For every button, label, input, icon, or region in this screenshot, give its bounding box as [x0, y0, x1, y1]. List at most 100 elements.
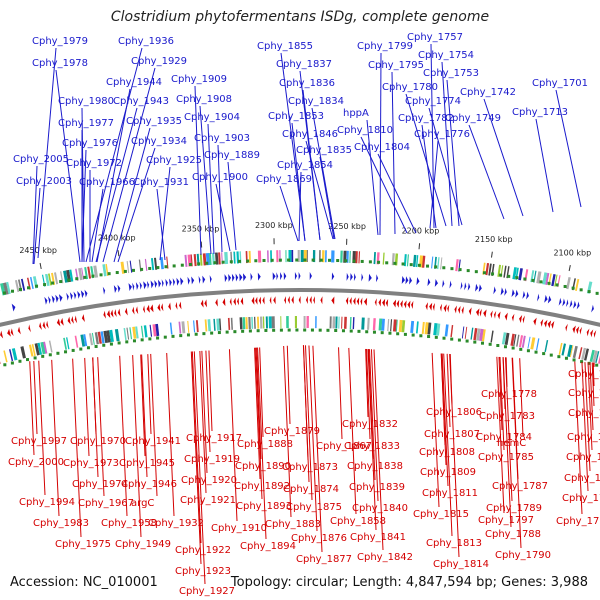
forward-gene-label[interactable]: Cphy_1977 [58, 118, 114, 129]
reverse-gene-label[interactable]: Cphy_1877 [296, 554, 352, 565]
forward-gene-label[interactable]: Cphy_1854 [277, 160, 333, 171]
forward-gene-label[interactable]: Cphy_1774 [405, 96, 461, 107]
forward-gene-label[interactable]: Cphy_1904 [184, 112, 240, 123]
forward-gene-label[interactable]: Cphy_1908 [176, 94, 232, 105]
reverse-gene-label[interactable]: Cphy_1787 [492, 481, 548, 492]
reverse-gene-label[interactable]: Cphy_1949 [115, 539, 171, 550]
forward-gene-label[interactable]: Cphy_1836 [279, 78, 335, 89]
forward-gene-label[interactable]: Cphy_1903 [194, 133, 250, 144]
reverse-gene-label[interactable]: Cphy_1789 [486, 503, 542, 514]
reverse-gene-label[interactable]: Cphy_1838 [347, 461, 403, 472]
forward-gene-label[interactable]: Cphy_1834 [288, 96, 344, 107]
reverse-gene-label[interactable]: Cphy_1785 [478, 452, 534, 463]
forward-gene-label[interactable]: Cphy_1804 [354, 142, 410, 153]
reverse-gene-label[interactable]: Cphy_1994 [19, 497, 75, 508]
reverse-gene-label[interactable]: Cphy_1876 [291, 533, 347, 544]
reverse-gene-label[interactable]: Cphy_1788 [485, 529, 541, 540]
reverse-gene-label[interactable]: Cphy_1919 [184, 454, 240, 465]
forward-gene-label[interactable]: Cphy_1978 [32, 58, 88, 69]
reverse-gene-label[interactable]: Cphy_1778 [481, 389, 537, 400]
forward-gene-label[interactable]: hppA [343, 108, 369, 119]
forward-gene-label[interactable]: Cphy_1943 [113, 96, 169, 107]
reverse-gene-label[interactable]: Cphy_1811 [422, 488, 478, 499]
reverse-gene-label[interactable]: Cphy_1970 [70, 436, 126, 447]
reverse-gene-label[interactable]: Cphy_1771 [556, 516, 600, 527]
reverse-gene-label[interactable]: Cphy_1888 [237, 439, 293, 450]
reverse-gene-label[interactable]: Cphy_1867 [316, 441, 372, 452]
forward-gene-label[interactable]: Cphy_1929 [131, 56, 187, 67]
reverse-gene-label[interactable]: Cphy_1832 [342, 419, 398, 430]
reverse-gene-label[interactable]: Cphy_1747 [568, 369, 600, 380]
reverse-gene-label[interactable]: Cphy_1765 [564, 473, 600, 484]
forward-gene-label[interactable]: Cphy_1799 [357, 41, 413, 52]
reverse-gene-label[interactable]: Cphy_1967 [78, 498, 134, 509]
reverse-gene-label[interactable]: Cphy_1807 [424, 429, 480, 440]
reverse-gene-label[interactable]: Cphy_1784 [476, 432, 532, 443]
reverse-gene-label[interactable]: Cphy_1892 [234, 481, 290, 492]
reverse-gene-label[interactable]: Cphy_1946 [121, 479, 177, 490]
reverse-gene-label[interactable]: Cphy_1806 [426, 407, 482, 418]
reverse-gene-label[interactable]: Cphy_1790 [495, 550, 551, 561]
forward-gene-label[interactable]: Cphy_1795 [368, 60, 424, 71]
reverse-gene-label[interactable]: Cphy_1973 [63, 458, 119, 469]
reverse-gene-label[interactable]: Cphy_2000 [8, 457, 64, 468]
reverse-gene-label[interactable]: Cphy_1893 [236, 501, 292, 512]
reverse-gene-label[interactable]: Cphy_1997 [11, 436, 67, 447]
reverse-gene-label[interactable]: Cphy_1813 [426, 538, 482, 549]
forward-gene-label[interactable]: Cphy_1853 [268, 111, 324, 122]
forward-gene-label[interactable]: Cphy_1900 [192, 172, 248, 183]
forward-gene-label[interactable]: Cphy_1944 [106, 77, 162, 88]
forward-gene-label[interactable]: Cphy_1713 [512, 107, 568, 118]
forward-gene-label[interactable]: Cphy_1980 [58, 96, 114, 107]
forward-gene-label[interactable]: Cphy_1889 [204, 150, 260, 161]
reverse-gene-label[interactable]: Cphy_1815 [413, 509, 469, 520]
reverse-gene-label[interactable]: Cphy_1958 [101, 518, 157, 529]
reverse-gene-label[interactable]: Cphy_1921 [180, 495, 236, 506]
reverse-gene-label[interactable]: Cphy_1941 [125, 436, 181, 447]
reverse-gene-label[interactable]: Cphy_1761 [566, 452, 600, 463]
reverse-gene-label[interactable]: Cphy_1922 [175, 545, 231, 556]
forward-gene-label[interactable]: Cphy_1931 [133, 177, 189, 188]
forward-gene-label[interactable]: Cphy_1972 [66, 158, 122, 169]
forward-gene-label[interactable]: Cphy_2005 [13, 154, 69, 165]
reverse-gene-label[interactable]: Cphy_1883 [265, 519, 321, 530]
reverse-gene-label[interactable]: Cphy_1751 [568, 408, 600, 419]
reverse-gene-label[interactable]: Cphy_1797 [478, 515, 534, 526]
forward-gene-label[interactable]: Cphy_1846 [282, 129, 338, 140]
forward-gene-label[interactable]: Cphy_1934 [131, 136, 187, 147]
forward-gene-label[interactable]: Cphy_1757 [407, 32, 463, 43]
forward-gene-label[interactable]: Cphy_1776 [414, 129, 470, 140]
forward-gene-label[interactable]: Cphy_1909 [171, 74, 227, 85]
forward-gene-label[interactable]: Cphy_1936 [118, 36, 174, 47]
reverse-gene-label[interactable]: Cphy_1894 [240, 541, 296, 552]
forward-gene-label[interactable]: Cphy_1742 [460, 87, 516, 98]
forward-gene-label[interactable]: Cphy_1855 [257, 41, 313, 52]
forward-gene-label[interactable]: Cphy_1935 [126, 116, 182, 127]
reverse-gene-label[interactable]: Cphy_1927 [179, 586, 235, 597]
reverse-gene-label[interactable]: Cphy_1910 [211, 523, 267, 534]
reverse-gene-label[interactable]: hemC [497, 438, 526, 449]
reverse-gene-label[interactable]: Cphy_1917 [186, 433, 242, 444]
reverse-gene-label[interactable]: Cphy_1920 [181, 475, 237, 486]
reverse-gene-label[interactable]: Cphy_1858 [330, 516, 386, 527]
reverse-gene-label[interactable]: Cphy_1873 [282, 462, 338, 473]
reverse-gene-label[interactable]: Cphy_1809 [420, 467, 476, 478]
forward-gene-label[interactable]: Cphy_1780 [382, 82, 438, 93]
reverse-gene-label[interactable]: Cphy_1879 [264, 426, 320, 437]
reverse-gene-label[interactable]: Cphy_1841 [350, 532, 406, 543]
forward-gene-label[interactable]: Cphy_1869 [256, 174, 312, 185]
forward-gene-label[interactable]: Cphy_1753 [423, 68, 479, 79]
forward-gene-label[interactable]: Cphy_1754 [418, 50, 474, 61]
reverse-gene-label[interactable]: Cphy_1842 [357, 552, 413, 563]
reverse-gene-label[interactable]: Cphy_1758 [567, 432, 600, 443]
gene-labels[interactable]: Cphy_1979 Cphy_1936 Cphy_1978 Cphy_1929 Cphy… [8, 32, 600, 597]
reverse-gene-label[interactable]: Cphy_1975 [55, 539, 111, 550]
reverse-gene-label[interactable]: Cphy_1874 [283, 484, 339, 495]
reverse-gene-label[interactable]: Cphy_1783 [479, 411, 535, 422]
reverse-gene-label[interactable]: Cphy_1808 [419, 447, 475, 458]
reverse-gene-label[interactable]: argC [131, 498, 154, 509]
forward-gene-label[interactable]: Cphy_1749 [445, 113, 501, 124]
reverse-gene-label[interactable]: Cphy_1983 [33, 518, 89, 529]
reverse-gene-label[interactable]: Cphy_1839 [349, 482, 405, 493]
forward-gene-label[interactable]: Cphy_1782 [398, 113, 454, 124]
